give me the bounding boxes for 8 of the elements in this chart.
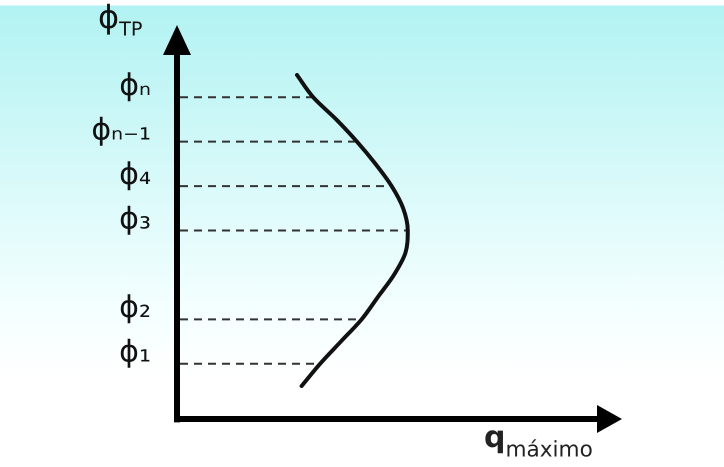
y-tick-label: ϕₙ₋₁ <box>91 112 151 148</box>
y-axis-title: ϕ$_{TP}$ <box>98 0 142 41</box>
y-tick-label: ϕ₂ <box>119 290 151 326</box>
y-tick-label: ϕ₃ <box>119 201 151 236</box>
y-tick-label: ϕₙ <box>119 68 151 104</box>
y-tick-label: ϕ₁ <box>119 334 151 370</box>
x-axis-title: q$_{máximo}$ <box>484 420 593 463</box>
y-tick-label: ϕ₄ <box>119 156 151 192</box>
